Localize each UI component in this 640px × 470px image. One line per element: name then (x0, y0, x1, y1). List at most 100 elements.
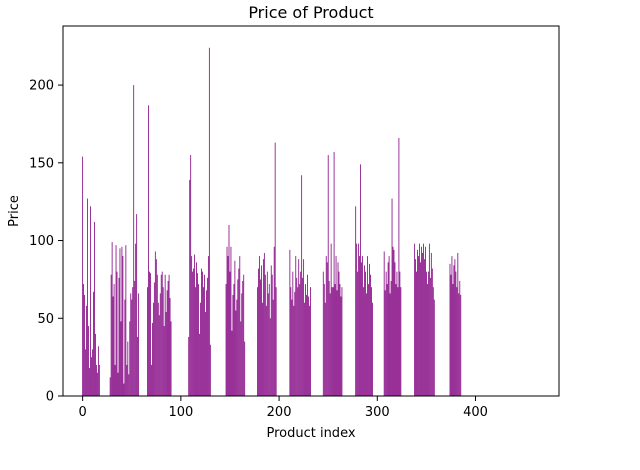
bar (329, 293, 331, 396)
bar (334, 284, 336, 396)
bar (424, 259, 425, 396)
bar (459, 280, 461, 396)
bar (271, 274, 273, 396)
bar (92, 349, 93, 396)
bar (83, 284, 85, 396)
bar (261, 265, 262, 396)
bar (86, 305, 87, 396)
bar (233, 284, 235, 396)
bar (385, 271, 387, 396)
bar (289, 249, 291, 396)
bar (158, 315, 160, 396)
bar (428, 243, 430, 396)
bar (113, 284, 115, 396)
bar (207, 256, 209, 396)
bar (365, 271, 366, 396)
bar (120, 321, 122, 396)
bar (393, 249, 395, 396)
bar (335, 256, 337, 396)
bar (201, 268, 202, 396)
bar (303, 259, 305, 396)
bar (111, 242, 113, 396)
bar (151, 322, 153, 396)
bar (333, 151, 335, 396)
bar (416, 271, 417, 396)
bar (225, 284, 227, 396)
bar (263, 252, 265, 396)
bar (274, 142, 276, 396)
bar (332, 287, 334, 396)
bar (364, 265, 365, 396)
bar (327, 155, 329, 396)
bar (235, 310, 237, 396)
bar (308, 296, 309, 396)
plot-frame (62, 25, 560, 397)
bar (322, 271, 324, 396)
bar (257, 287, 258, 396)
y-tick-label: 0 (46, 390, 54, 405)
bar (229, 271, 231, 396)
bar (199, 333, 200, 396)
bar (134, 280, 136, 396)
bar (160, 274, 162, 396)
bar (417, 249, 418, 396)
bar (232, 294, 234, 396)
bar (196, 262, 197, 396)
y-axis-label: Price (7, 195, 22, 227)
bar (337, 262, 339, 396)
bar (265, 305, 267, 396)
bar (258, 268, 259, 396)
bar (124, 299, 126, 396)
bar (126, 364, 128, 396)
bar (275, 287, 277, 396)
bar (204, 274, 205, 396)
bar (262, 259, 264, 396)
bar (430, 252, 432, 396)
bar (299, 284, 301, 396)
bar (301, 175, 303, 396)
bar (309, 305, 310, 396)
bar (371, 287, 372, 396)
bar (340, 296, 342, 396)
bar (189, 179, 191, 396)
bar (302, 277, 304, 396)
bar (341, 287, 343, 396)
bar (305, 284, 306, 396)
bar (383, 251, 385, 396)
bar (206, 277, 208, 396)
bar (328, 280, 330, 396)
bar (395, 284, 397, 396)
bar (231, 330, 233, 396)
bar (159, 293, 161, 396)
y-tick-label: 50 (37, 312, 54, 327)
bar (116, 271, 118, 396)
bar (170, 321, 172, 396)
bar (190, 155, 192, 396)
bar (304, 302, 306, 396)
bar (128, 374, 130, 396)
bar (423, 243, 424, 396)
y-tick-label: 200 (29, 79, 54, 94)
bar (425, 246, 426, 396)
bar (169, 298, 171, 396)
bar (230, 246, 232, 396)
bar (323, 284, 325, 396)
bar (131, 299, 133, 396)
y-axis: 0 50 100 150 200 (29, 79, 63, 405)
bar (363, 287, 364, 396)
bar (129, 321, 131, 396)
bar (415, 259, 416, 396)
bar (98, 364, 100, 396)
bar (192, 271, 194, 396)
bar (197, 273, 198, 396)
bar (91, 357, 92, 396)
bar (237, 279, 239, 396)
bar (336, 290, 338, 396)
bar (89, 368, 90, 396)
bar (295, 256, 297, 396)
bar (307, 274, 308, 396)
bar (164, 274, 166, 396)
bar (460, 294, 462, 396)
bar (391, 198, 393, 396)
